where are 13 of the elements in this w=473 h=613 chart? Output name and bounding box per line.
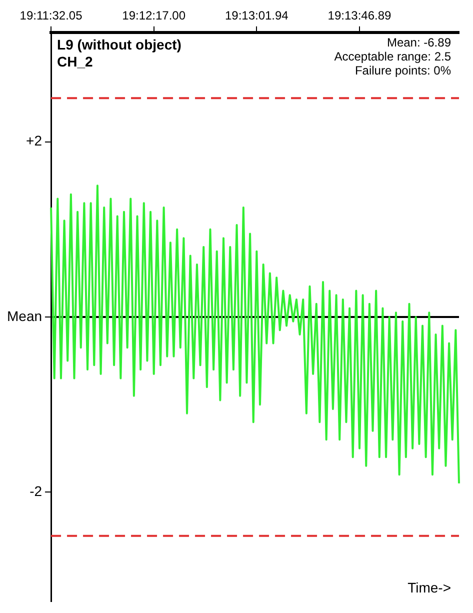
y-tick-label: -2 bbox=[30, 483, 42, 499]
annotation: Mean: -6.89 bbox=[386, 36, 452, 50]
x-tick-label: 19:13:46.89 bbox=[328, 8, 392, 23]
y-tick-label: Mean bbox=[6, 308, 42, 324]
x-tick-label: 19:12:17.00 bbox=[122, 8, 186, 23]
text: CH_2 bbox=[57, 53, 94, 70]
x-tick-label: 19:13:01.94 bbox=[224, 8, 289, 23]
chart-title: L9 (without object) bbox=[57, 36, 182, 52]
x-tick-label: 19:11:32.05 bbox=[20, 8, 83, 23]
annotation: Acceptable range: 2.5 bbox=[334, 50, 452, 64]
x-axis-title: Time-> bbox=[408, 579, 451, 596]
annotation: Failure points: 0% bbox=[354, 64, 452, 78]
y-tick-label: +2 bbox=[26, 132, 42, 149]
